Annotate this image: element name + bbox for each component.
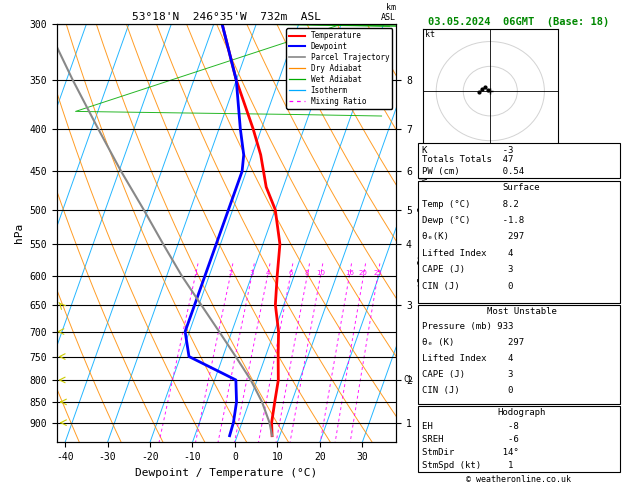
- Text: 4: 4: [265, 270, 270, 276]
- Text: Hodograph: Hodograph: [498, 408, 545, 417]
- X-axis label: Dewpoint / Temperature (°C): Dewpoint / Temperature (°C): [135, 468, 318, 478]
- Y-axis label: Mixing Ratio (g/kg): Mixing Ratio (g/kg): [416, 177, 426, 289]
- Text: Totals Totals  47: Totals Totals 47: [423, 155, 514, 164]
- Text: 16: 16: [345, 270, 354, 276]
- Bar: [418, 406, 620, 471]
- Text: CAPE (J)        3: CAPE (J) 3: [423, 265, 514, 274]
- Text: 2: 2: [228, 270, 233, 276]
- Bar: [418, 181, 620, 303]
- Text: Pressure (mb) 933: Pressure (mb) 933: [423, 323, 514, 331]
- Text: Temp (°C)      8.2: Temp (°C) 8.2: [423, 200, 519, 208]
- Text: CL: CL: [403, 376, 413, 384]
- Text: 8: 8: [305, 270, 309, 276]
- Text: CAPE (J)        3: CAPE (J) 3: [423, 370, 514, 380]
- Text: Dewp (°C)      -1.8: Dewp (°C) -1.8: [423, 216, 525, 225]
- Text: kt: kt: [425, 30, 435, 38]
- Title: 53°18'N  246°35'W  732m  ASL: 53°18'N 246°35'W 732m ASL: [132, 12, 321, 22]
- Text: 25: 25: [374, 270, 382, 276]
- Text: StmDir         14°: StmDir 14°: [423, 448, 519, 457]
- Text: 03.05.2024  06GMT  (Base: 18): 03.05.2024 06GMT (Base: 18): [428, 17, 610, 27]
- Text: 20: 20: [359, 270, 368, 276]
- Text: km
ASL: km ASL: [381, 3, 396, 22]
- Bar: [418, 305, 620, 403]
- Y-axis label: hPa: hPa: [14, 223, 24, 243]
- Text: Surface: Surface: [503, 183, 540, 192]
- Text: K              -3: K -3: [423, 146, 514, 155]
- Bar: [418, 143, 620, 178]
- Text: Most Unstable: Most Unstable: [486, 308, 557, 316]
- Text: CIN (J)         0: CIN (J) 0: [423, 386, 514, 395]
- Text: θₑ(K)           297: θₑ(K) 297: [423, 232, 525, 242]
- Text: Lifted Index    4: Lifted Index 4: [423, 354, 514, 364]
- Text: 10: 10: [316, 270, 325, 276]
- Text: EH              -8: EH -8: [423, 422, 519, 432]
- Text: PW (cm)        0.54: PW (cm) 0.54: [423, 167, 525, 176]
- Text: Lifted Index    4: Lifted Index 4: [423, 249, 514, 258]
- Text: StmSpd (kt)     1: StmSpd (kt) 1: [423, 461, 514, 470]
- Text: CIN (J)         0: CIN (J) 0: [423, 282, 514, 291]
- Text: SREH            -6: SREH -6: [423, 435, 519, 444]
- Text: 1: 1: [193, 270, 198, 276]
- Legend: Temperature, Dewpoint, Parcel Trajectory, Dry Adiabat, Wet Adiabat, Isotherm, Mi: Temperature, Dewpoint, Parcel Trajectory…: [286, 28, 392, 109]
- Text: 6: 6: [288, 270, 292, 276]
- Text: 3: 3: [250, 270, 254, 276]
- Text: θₑ (K)          297: θₑ (K) 297: [423, 338, 525, 347]
- Text: © weatheronline.co.uk: © weatheronline.co.uk: [467, 474, 571, 484]
